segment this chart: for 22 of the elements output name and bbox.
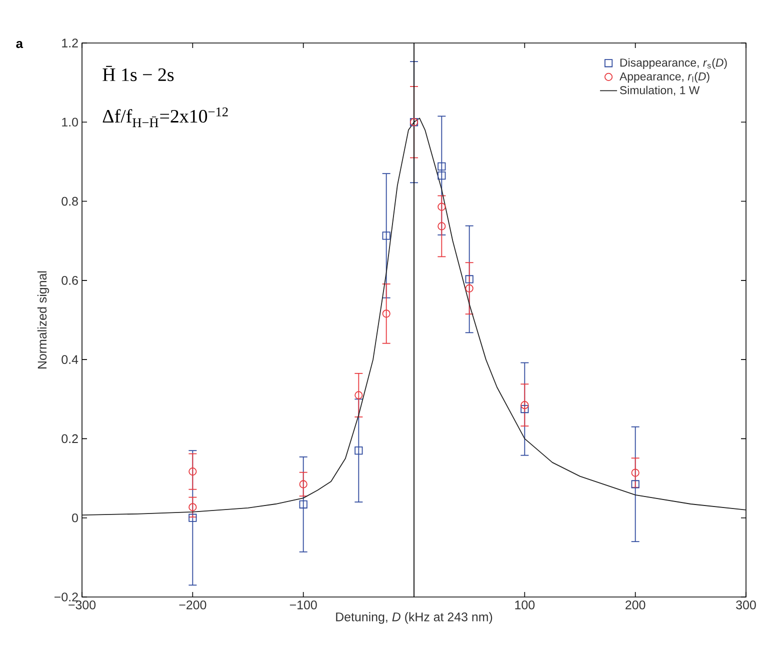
annotation: H̄ 1s − 2s	[102, 66, 174, 82]
y-tick-label: 0.8	[62, 196, 78, 206]
legend-label: Simulation, 1 W	[620, 86, 700, 96]
x-tick-label: −100	[290, 600, 317, 610]
y-tick-label: 1.0	[62, 118, 78, 127]
x-axis-title: Detuning, D (kHz at 243 nm)	[336, 612, 492, 624]
legend-label: Appearance, r$_{l}$(D)	[620, 72, 710, 83]
y-tick-label: 0.4	[62, 355, 78, 364]
x-tick-label: 300	[736, 600, 756, 610]
legend-label: Disappearance, r$_{s}$(D)	[620, 58, 727, 69]
y-tick-label: 0	[72, 513, 78, 522]
x-tick-label: 100	[515, 600, 535, 610]
x-tick-label: 200	[626, 600, 646, 610]
y-tick-label: 0.6	[62, 276, 78, 285]
x-tick-label: −300	[68, 600, 96, 610]
y-tick-label: 0.2	[62, 434, 78, 444]
text: a	[16, 40, 24, 48]
y-tick-label: 1.2	[62, 38, 78, 48]
x-tick-label: −200	[179, 600, 206, 610]
y-axis-title: Normalized signal	[37, 271, 50, 368]
y-tick-label: −0.2	[54, 592, 78, 602]
annotation: Δf/f$_{H−H̄}$=2x10$^{−12}$	[102, 107, 228, 128]
